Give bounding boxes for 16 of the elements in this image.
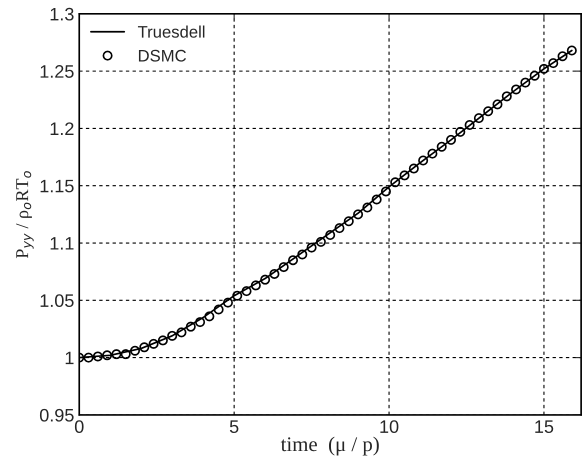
y-tick-label: 1.2 [50,122,74,135]
y-tick-label: 1.3 [50,8,74,21]
y-tick-label: 1.05 [40,294,74,308]
x-tick-label: 15 [535,420,554,434]
x-axis-title: time (μ / p) [280,436,379,456]
legend-label: DSMC [138,50,186,62]
y-tick-label: 1 [66,352,74,364]
y-tick-label: 1.25 [40,65,74,78]
y-axis-title: P$_{yy}$ / ρ$_{o}$RT$_{o}$ [16,171,34,258]
x-tick-label: 10 [380,420,398,434]
x-tick-label: 5 [230,420,238,434]
legend-label: Truesdell [138,25,204,38]
y-tick-label: 1.1 [50,237,74,250]
y-tick-label: 0.95 [40,408,74,422]
y-tick-label: 1.15 [40,180,74,192]
x-tick-label: 0 [74,420,84,434]
